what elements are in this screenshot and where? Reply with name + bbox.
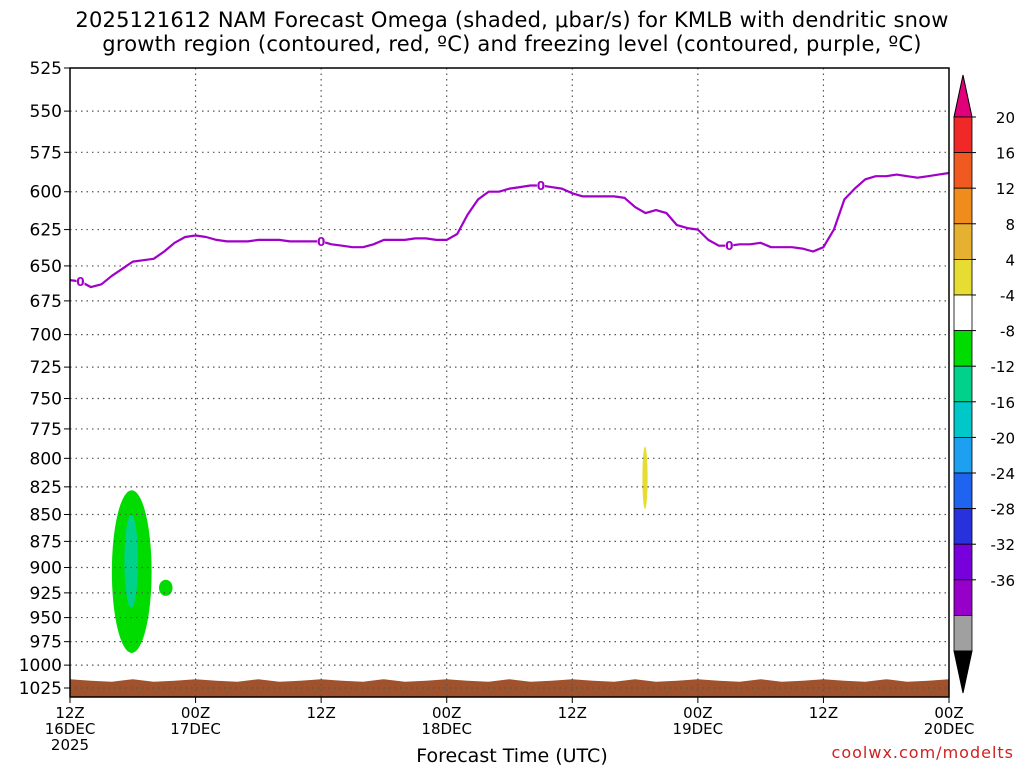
colorbar-label: -28: [991, 501, 1016, 519]
colorbar-segment: [953, 294, 973, 331]
omega-region-3: [158, 579, 173, 596]
y-tick-label: 650: [30, 257, 62, 277]
omega-region-2: [124, 514, 139, 608]
colorbar-segment: [953, 258, 973, 296]
freezing-level-label: 0: [76, 275, 84, 289]
terrain-fill: [70, 679, 949, 697]
colorbar-label: -16: [991, 394, 1016, 412]
y-tick-label: 950: [30, 609, 62, 629]
colorbar-label: 20: [996, 109, 1015, 127]
colorbar-segment: [953, 116, 973, 153]
colorbar-label: 16: [996, 145, 1015, 163]
y-tick-label: 550: [30, 102, 62, 122]
x-tick-label: 2025: [51, 736, 89, 754]
colorbar-bottom-arrow: [953, 650, 973, 694]
colorbar-segment: [953, 330, 973, 367]
freezing-level-label-bg: [725, 238, 734, 252]
y-tick-label: 750: [30, 390, 62, 410]
y-tick-label: 875: [30, 532, 62, 552]
y-tick-label: 1000: [19, 656, 62, 676]
x-tick-label: 18DEC: [421, 720, 472, 738]
y-tick-label: 825: [30, 478, 62, 498]
colorbar-segment: [953, 401, 973, 438]
freezing-level-label: 0: [537, 179, 545, 193]
x-tick-label: 12Z: [306, 704, 335, 722]
site-credit: coolwx.com/modelts: [831, 743, 1014, 762]
x-tick-label: 00Z: [683, 704, 712, 722]
y-tick-label: 900: [30, 558, 62, 578]
x-tick-label: 12Z: [809, 704, 838, 722]
x-tick-label: 00Z: [181, 704, 210, 722]
colorbar-segment: [953, 543, 973, 581]
y-tick-label: 625: [30, 221, 62, 241]
x-tick-label: 00Z: [934, 704, 963, 722]
colorbar-label: 12: [996, 180, 1015, 198]
colorbar-label: -12: [991, 358, 1016, 376]
colorbar-segment: [953, 579, 973, 616]
y-tick-label: 925: [30, 584, 62, 604]
x-tick-label: 12Z: [55, 704, 84, 722]
colorbar-label: 4: [1005, 251, 1015, 269]
colorbar-segment: [953, 615, 973, 652]
freezing-level-label: 0: [317, 235, 325, 249]
y-tick-label: 850: [30, 506, 62, 526]
x-axis-title: Forecast Time (UTC): [416, 745, 608, 767]
colorbar-segment: [953, 152, 973, 189]
colorbar-label: -24: [991, 465, 1016, 483]
freezing-level-label-bg: [76, 274, 85, 288]
colorbar-label: -4: [1000, 287, 1015, 305]
y-tick-label: 800: [30, 449, 62, 469]
colorbar-label: -8: [1000, 323, 1015, 341]
y-tick-label: 525: [30, 59, 62, 79]
freezing-level-line: [69, 171, 950, 289]
x-tick-label: 19DEC: [673, 720, 724, 738]
colorbar-label: -20: [991, 429, 1016, 447]
chart-title-line-1: 2025121612 NAM Forecast Omega (shaded, μ…: [75, 8, 949, 32]
x-tick-label: 00Z: [432, 704, 461, 722]
chart-title-line-2: growth region (contoured, red, ºC) and f…: [102, 32, 922, 56]
colorbar-segment: [953, 472, 973, 509]
colorbar-top-arrow: [953, 74, 973, 118]
y-tick-label: 700: [30, 326, 62, 346]
freezing-level-label-bg: [536, 178, 545, 192]
omega-region-4: [642, 446, 648, 510]
x-tick-label: 12Z: [558, 704, 587, 722]
y-tick-label: 1025: [19, 679, 62, 699]
colorbar-segment: [953, 365, 973, 403]
colorbar-segment: [953, 436, 973, 474]
y-tick-label: 775: [30, 420, 62, 440]
colorbar-segment: [953, 187, 973, 225]
freezing-level-label: 0: [725, 239, 733, 253]
colorbar-label: -36: [991, 572, 1016, 590]
colorbar-segment: [953, 223, 973, 260]
y-tick-label: 725: [30, 358, 62, 378]
x-tick-label: 16DEC: [45, 720, 96, 738]
y-tick-label: 575: [30, 143, 62, 163]
x-tick-label: 17DEC: [170, 720, 221, 738]
colorbar-label: 8: [1005, 216, 1015, 234]
y-tick-label: 600: [30, 183, 62, 203]
x-tick-label: 20DEC: [924, 720, 975, 738]
colorbar-label: -32: [991, 536, 1016, 554]
colorbar-segment: [953, 508, 973, 545]
y-tick-label: 675: [30, 292, 62, 312]
freezing-level-label-bg: [317, 234, 326, 248]
plot-frame: [69, 67, 950, 698]
y-tick-label: 975: [30, 633, 62, 653]
